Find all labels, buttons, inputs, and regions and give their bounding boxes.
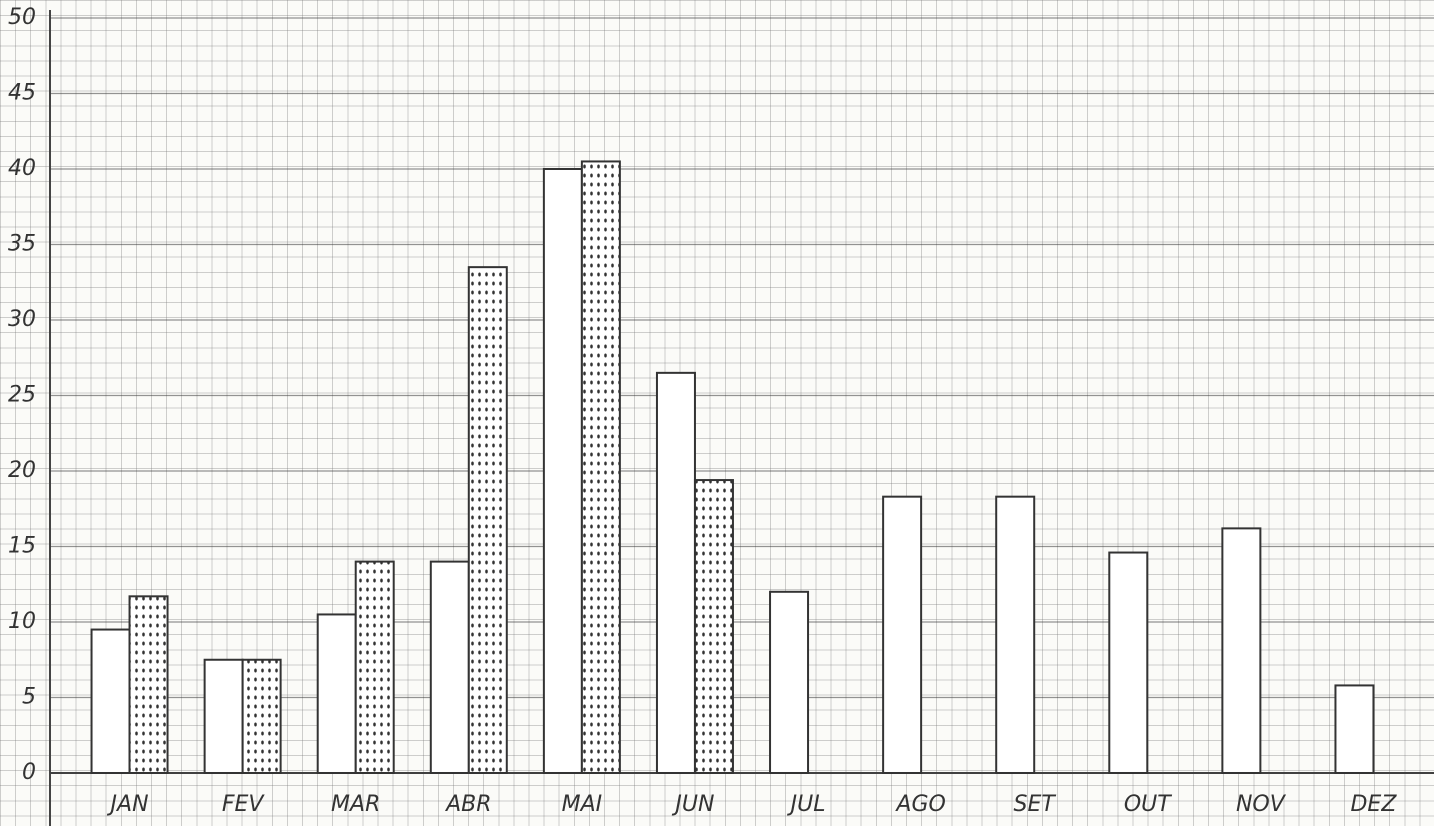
- bar: [90, 628, 131, 774]
- bar: [1334, 684, 1375, 774]
- x-tick-label: DEZ: [1350, 792, 1397, 817]
- bar: [1108, 551, 1149, 774]
- x-tick-label: MAR: [331, 792, 380, 817]
- x-tick-label: NOV: [1236, 792, 1287, 817]
- bar: [995, 495, 1036, 774]
- y-tick-label: 50: [8, 5, 36, 30]
- bar: [693, 479, 734, 774]
- bar: [429, 560, 470, 774]
- x-tick-label: ABR: [444, 792, 491, 817]
- y-tick-label: 45: [8, 81, 36, 106]
- y-tick-label: 40: [8, 156, 36, 181]
- x-tick-label: FEV: [222, 792, 266, 817]
- bar: [542, 168, 583, 774]
- y-tick-label: 30: [8, 307, 36, 332]
- y-tick-label: 10: [8, 609, 36, 634]
- x-tick-label: OUT: [1124, 792, 1172, 817]
- bar: [882, 495, 923, 774]
- bar: [580, 160, 621, 774]
- x-tick-label: JAN: [107, 792, 149, 817]
- bar: [354, 560, 395, 774]
- bar: [1221, 527, 1262, 774]
- y-tick-label: 20: [8, 458, 36, 483]
- bar: [128, 595, 169, 775]
- bar: [655, 371, 696, 774]
- x-tick-label: SET: [1014, 792, 1057, 817]
- bar: [203, 658, 244, 774]
- y-tick-label: 25: [8, 383, 36, 408]
- x-tick-label: JUN: [671, 792, 714, 817]
- y-tick-label: 15: [8, 534, 36, 559]
- x-tick-label: JUL: [787, 792, 826, 817]
- x-tick-label: AGO: [894, 792, 945, 817]
- x-tick-label: MAI: [562, 792, 603, 817]
- bar: [241, 658, 282, 774]
- bar: [316, 613, 357, 775]
- y-tick-label: 5: [22, 685, 36, 710]
- y-tick-label: 35: [8, 232, 36, 257]
- y-tick-label: 0: [22, 760, 36, 785]
- bar: [467, 266, 508, 774]
- bar: [769, 590, 810, 774]
